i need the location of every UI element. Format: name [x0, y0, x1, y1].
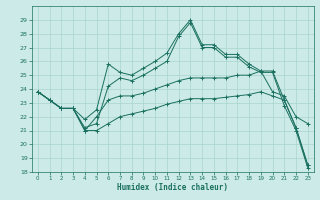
X-axis label: Humidex (Indice chaleur): Humidex (Indice chaleur) [117, 183, 228, 192]
